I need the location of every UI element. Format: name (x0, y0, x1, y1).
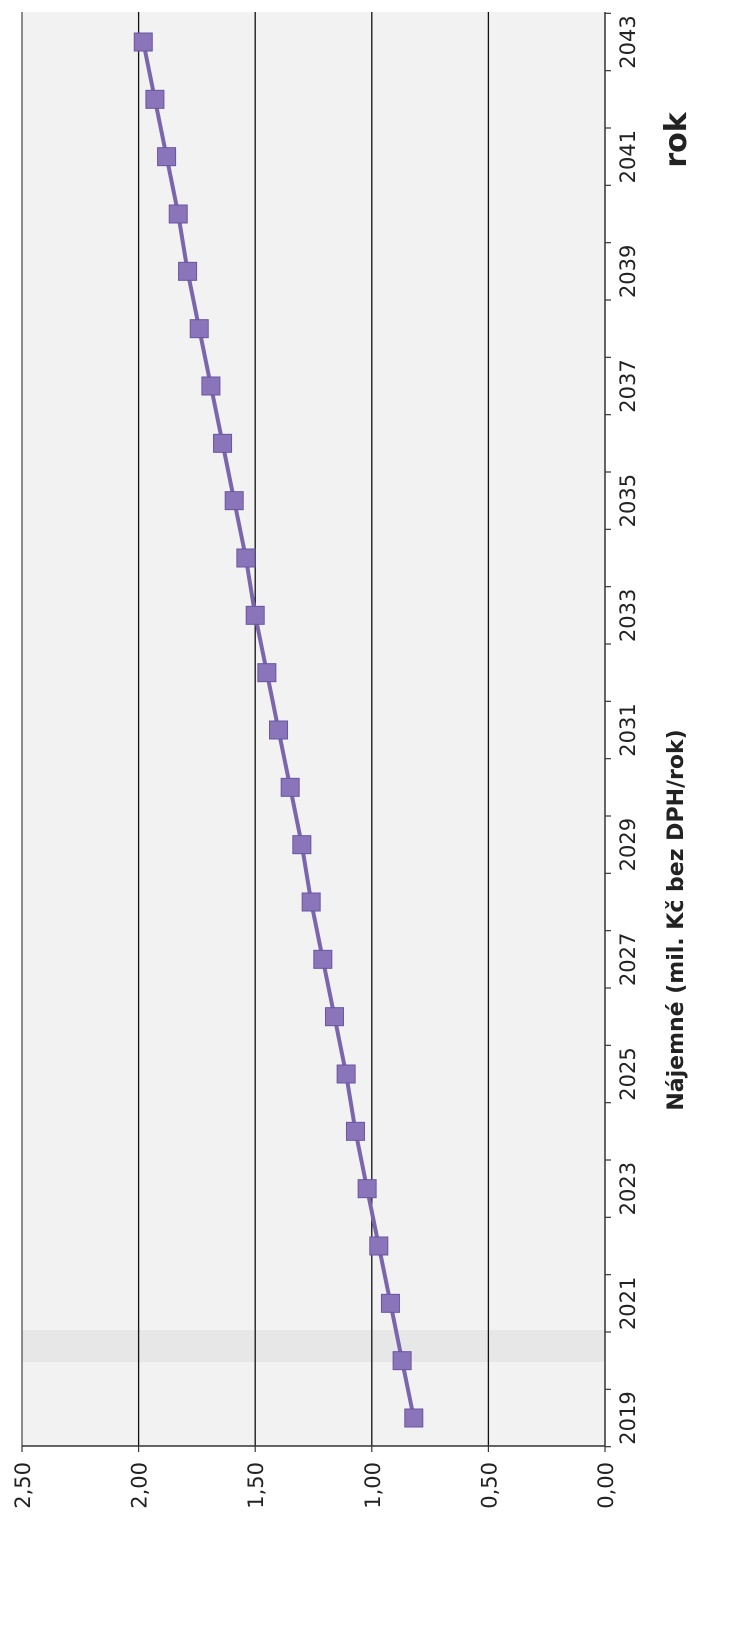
category-tick-marks (605, 12, 611, 1448)
marker-2036 (213, 433, 233, 453)
value-tick-label-0: 0,00 (594, 1462, 618, 1509)
value-tick-label-5: 2,50 (11, 1462, 35, 1509)
marker-2037 (201, 376, 221, 396)
category-tick-label-2041: 2041 (616, 130, 640, 183)
value-tick-labels: 0,00 0,50 1,00 1,50 2,00 2,50 (11, 1446, 618, 1509)
marker-2030 (280, 777, 300, 797)
marker-2025 (336, 1064, 356, 1084)
y-axis-title: Nájemné (mil. Kč bez DPH/rok) (664, 729, 689, 1110)
marker-2020 (392, 1351, 412, 1371)
marker-2021 (380, 1293, 400, 1313)
marker-2019 (404, 1408, 424, 1428)
marker-2043 (133, 32, 153, 52)
marker-2034 (236, 548, 256, 568)
scan-shading-band (22, 1330, 605, 1362)
category-tick-label-2033: 2033 (616, 589, 640, 642)
category-tick-label-2035: 2035 (616, 474, 640, 527)
category-tick-label-2037: 2037 (616, 359, 640, 412)
marker-2040 (168, 204, 188, 224)
category-tick-label-2039: 2039 (616, 245, 640, 298)
marker-2023 (357, 1179, 377, 1199)
marker-2041 (157, 147, 177, 167)
category-tick-label-2021: 2021 (616, 1277, 640, 1330)
marker-2032 (257, 663, 277, 683)
marker-2033 (245, 605, 265, 625)
marker-2027 (313, 949, 333, 969)
plot-area (22, 12, 605, 1446)
value-tick-label-2: 1,00 (361, 1462, 385, 1509)
marker-2024 (345, 1121, 365, 1141)
category-tick-label-2031: 2031 (616, 703, 640, 756)
marker-2029 (292, 835, 312, 855)
marker-2028 (301, 892, 321, 912)
x-axis-title: rok (659, 111, 694, 167)
marker-2042 (145, 89, 165, 109)
category-tick-label-2043: 2043 (616, 15, 640, 68)
marker-2031 (269, 720, 289, 740)
category-tick-label-2019: 2019 (616, 1391, 640, 1444)
value-tick-label-3: 1,50 (244, 1462, 268, 1509)
category-tick-label-2027: 2027 (616, 933, 640, 986)
marker-2039 (178, 261, 198, 281)
value-tick-label-4: 2,00 (128, 1462, 152, 1509)
category-tick-label-2025: 2025 (616, 1047, 640, 1100)
category-tick-labels: 2019 2021 2023 2025 2027 2029 2031 2033 2035 2037… (616, 15, 640, 1444)
value-tick-label-1: 0,50 (477, 1462, 501, 1509)
category-tick-label-2023: 2023 (616, 1162, 640, 1215)
rent-series-markers (133, 32, 424, 1428)
marker-2038 (189, 319, 209, 339)
marker-2035 (224, 491, 244, 511)
category-tick-label-2029: 2029 (616, 818, 640, 871)
marker-2026 (324, 1007, 344, 1027)
marker-2022 (369, 1236, 389, 1256)
